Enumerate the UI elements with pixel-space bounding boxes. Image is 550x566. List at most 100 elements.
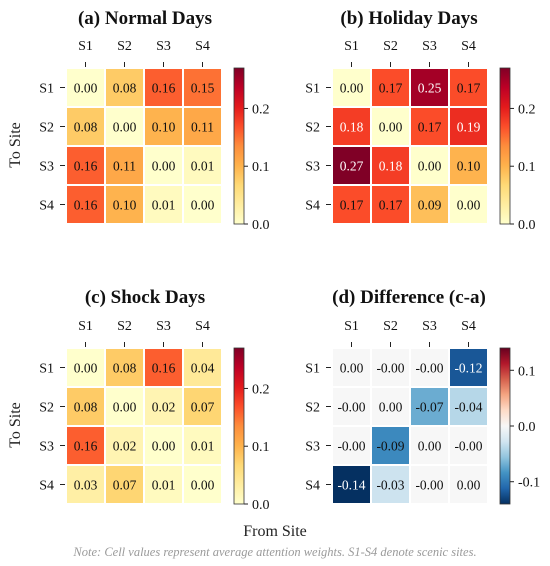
colorbar-tick-label: 0.2 [252, 382, 270, 397]
cell-value-label: 0.11 [113, 159, 136, 174]
cell-value-label: 0.00 [113, 120, 137, 135]
colorbar-tick-label: 0.1 [518, 160, 536, 175]
heatmap-cell [182, 386, 223, 427]
cell-value-label: -0.00 [454, 439, 482, 454]
heatmap-cell [104, 184, 145, 225]
heatmap-panel: (a) Normal Days S1 S2 S3 S4 S1 S2 S3 S4 0.00 0.08 0… [39, 8, 269, 233]
heatmap-cell [182, 67, 223, 108]
cell-value-label: -0.00 [376, 361, 404, 376]
cell-value-label: 0.17 [379, 81, 403, 96]
cell-value-label: -0.03 [376, 478, 404, 493]
panel-title: (c) Shock Days [85, 287, 205, 308]
cell-value-label: 0.01 [191, 439, 215, 454]
colorbar-tick-label: 0.0 [252, 498, 270, 513]
heatmap-cell [182, 106, 223, 147]
y-axis-label-lower: To Site [7, 402, 24, 448]
cell-value-label: -0.00 [337, 439, 365, 454]
y-tick-label: S2 [39, 401, 54, 416]
y-tick-label: S2 [39, 121, 54, 136]
cell-value-label: 0.16 [74, 159, 98, 174]
cell-value-label: 0.10 [457, 159, 481, 174]
heatmap-cell [370, 386, 411, 427]
x-tick-label: S4 [461, 39, 476, 54]
heatmap-cell [182, 184, 223, 225]
heatmap-cell [409, 425, 450, 466]
x-tick-label: S4 [195, 319, 210, 334]
y-tick-label: S1 [305, 82, 320, 97]
cell-value-label: 0.08 [74, 120, 98, 135]
cell-value-label: 0.27 [340, 159, 364, 174]
y-tick-label: S3 [305, 160, 320, 175]
cell-value-label: 0.04 [191, 361, 215, 376]
cell-value-label: 0.00 [379, 120, 403, 135]
cell-value-label: 0.11 [191, 120, 214, 135]
cell-value-label: 0.25 [418, 81, 442, 96]
cell-value-label: 0.00 [457, 198, 481, 213]
heatmap-cell [331, 145, 372, 186]
cell-value-label: 0.17 [457, 81, 481, 96]
heatmap-cell [448, 67, 489, 108]
colorbar-tick-label: 0.1 [518, 364, 536, 379]
y-tick-label: S2 [305, 401, 320, 416]
colorbar-tick-label: 0.0 [518, 218, 536, 233]
figure-note: Note: Cell values represent average atte… [73, 545, 477, 559]
cell-value-label: -0.00 [337, 400, 365, 415]
cell-value-label: 0.00 [379, 400, 403, 415]
cell-value-label: 0.00 [340, 361, 364, 376]
cell-value-label: -0.04 [454, 400, 482, 415]
cell-value-label: 0.16 [74, 439, 98, 454]
colorbar-tick-label: -0.1 [518, 476, 540, 491]
heatmap-cell [143, 347, 184, 388]
heatmap-cell [65, 425, 106, 466]
heatmap-cell [370, 425, 411, 466]
x-tick-label: S1 [344, 319, 359, 334]
y-tick-label: S2 [305, 121, 320, 136]
heatmap-cell [182, 464, 223, 505]
heatmap-cell [331, 106, 372, 147]
cell-value-label: 0.00 [340, 81, 364, 96]
panel-title: (d) Difference (c-a) [332, 287, 486, 308]
cell-value-label: -0.12 [454, 361, 482, 376]
heatmap-cell [448, 425, 489, 466]
cell-value-label: 0.00 [152, 159, 176, 174]
heatmap-cell [448, 386, 489, 427]
y-tick-label: S4 [305, 199, 320, 214]
heatmap-cell [448, 106, 489, 147]
cell-value-label: 0.02 [113, 439, 137, 454]
cell-value-label: 0.17 [418, 120, 442, 135]
y-tick-label: S3 [305, 440, 320, 455]
colorbar-tick-label: 0.2 [518, 102, 536, 117]
heatmap-cell [104, 106, 145, 147]
x-tick-label: S4 [195, 39, 210, 54]
cell-value-label: 0.07 [113, 478, 137, 493]
x-tick-label: S3 [156, 319, 171, 334]
cell-value-label: -0.09 [376, 439, 404, 454]
cell-value-label: -0.14 [337, 478, 365, 493]
colorbar [233, 67, 245, 225]
panel-title: (a) Normal Days [78, 8, 212, 29]
cell-value-label: -0.00 [415, 361, 443, 376]
cell-value-label: 0.00 [191, 198, 215, 213]
colorbar-tick-label: 0.1 [252, 440, 270, 455]
heatmap-cell [65, 464, 106, 505]
x-tick-label: S2 [117, 39, 132, 54]
cell-value-label: -0.00 [415, 478, 443, 493]
cell-value-label: 0.16 [74, 198, 98, 213]
cell-value-label: 0.08 [113, 361, 137, 376]
cell-value-label: 0.07 [191, 400, 215, 415]
cell-value-label: 0.00 [457, 478, 481, 493]
x-tick-label: S1 [344, 39, 359, 54]
colorbar [499, 67, 511, 225]
x-tick-label: S2 [383, 319, 398, 334]
y-tick-label: S3 [39, 440, 54, 455]
x-tick-label: S3 [156, 39, 171, 54]
heatmap-cell [409, 145, 450, 186]
y-tick-label: S4 [39, 199, 54, 214]
x-tick-label: S1 [78, 319, 93, 334]
x-axis-label: From Site [243, 523, 307, 540]
y-tick-label: S1 [39, 82, 54, 97]
heatmap-cell [143, 464, 184, 505]
heatmap-cell [448, 347, 489, 388]
cell-value-label: 0.00 [74, 81, 98, 96]
cell-value-label: 0.10 [152, 120, 176, 135]
